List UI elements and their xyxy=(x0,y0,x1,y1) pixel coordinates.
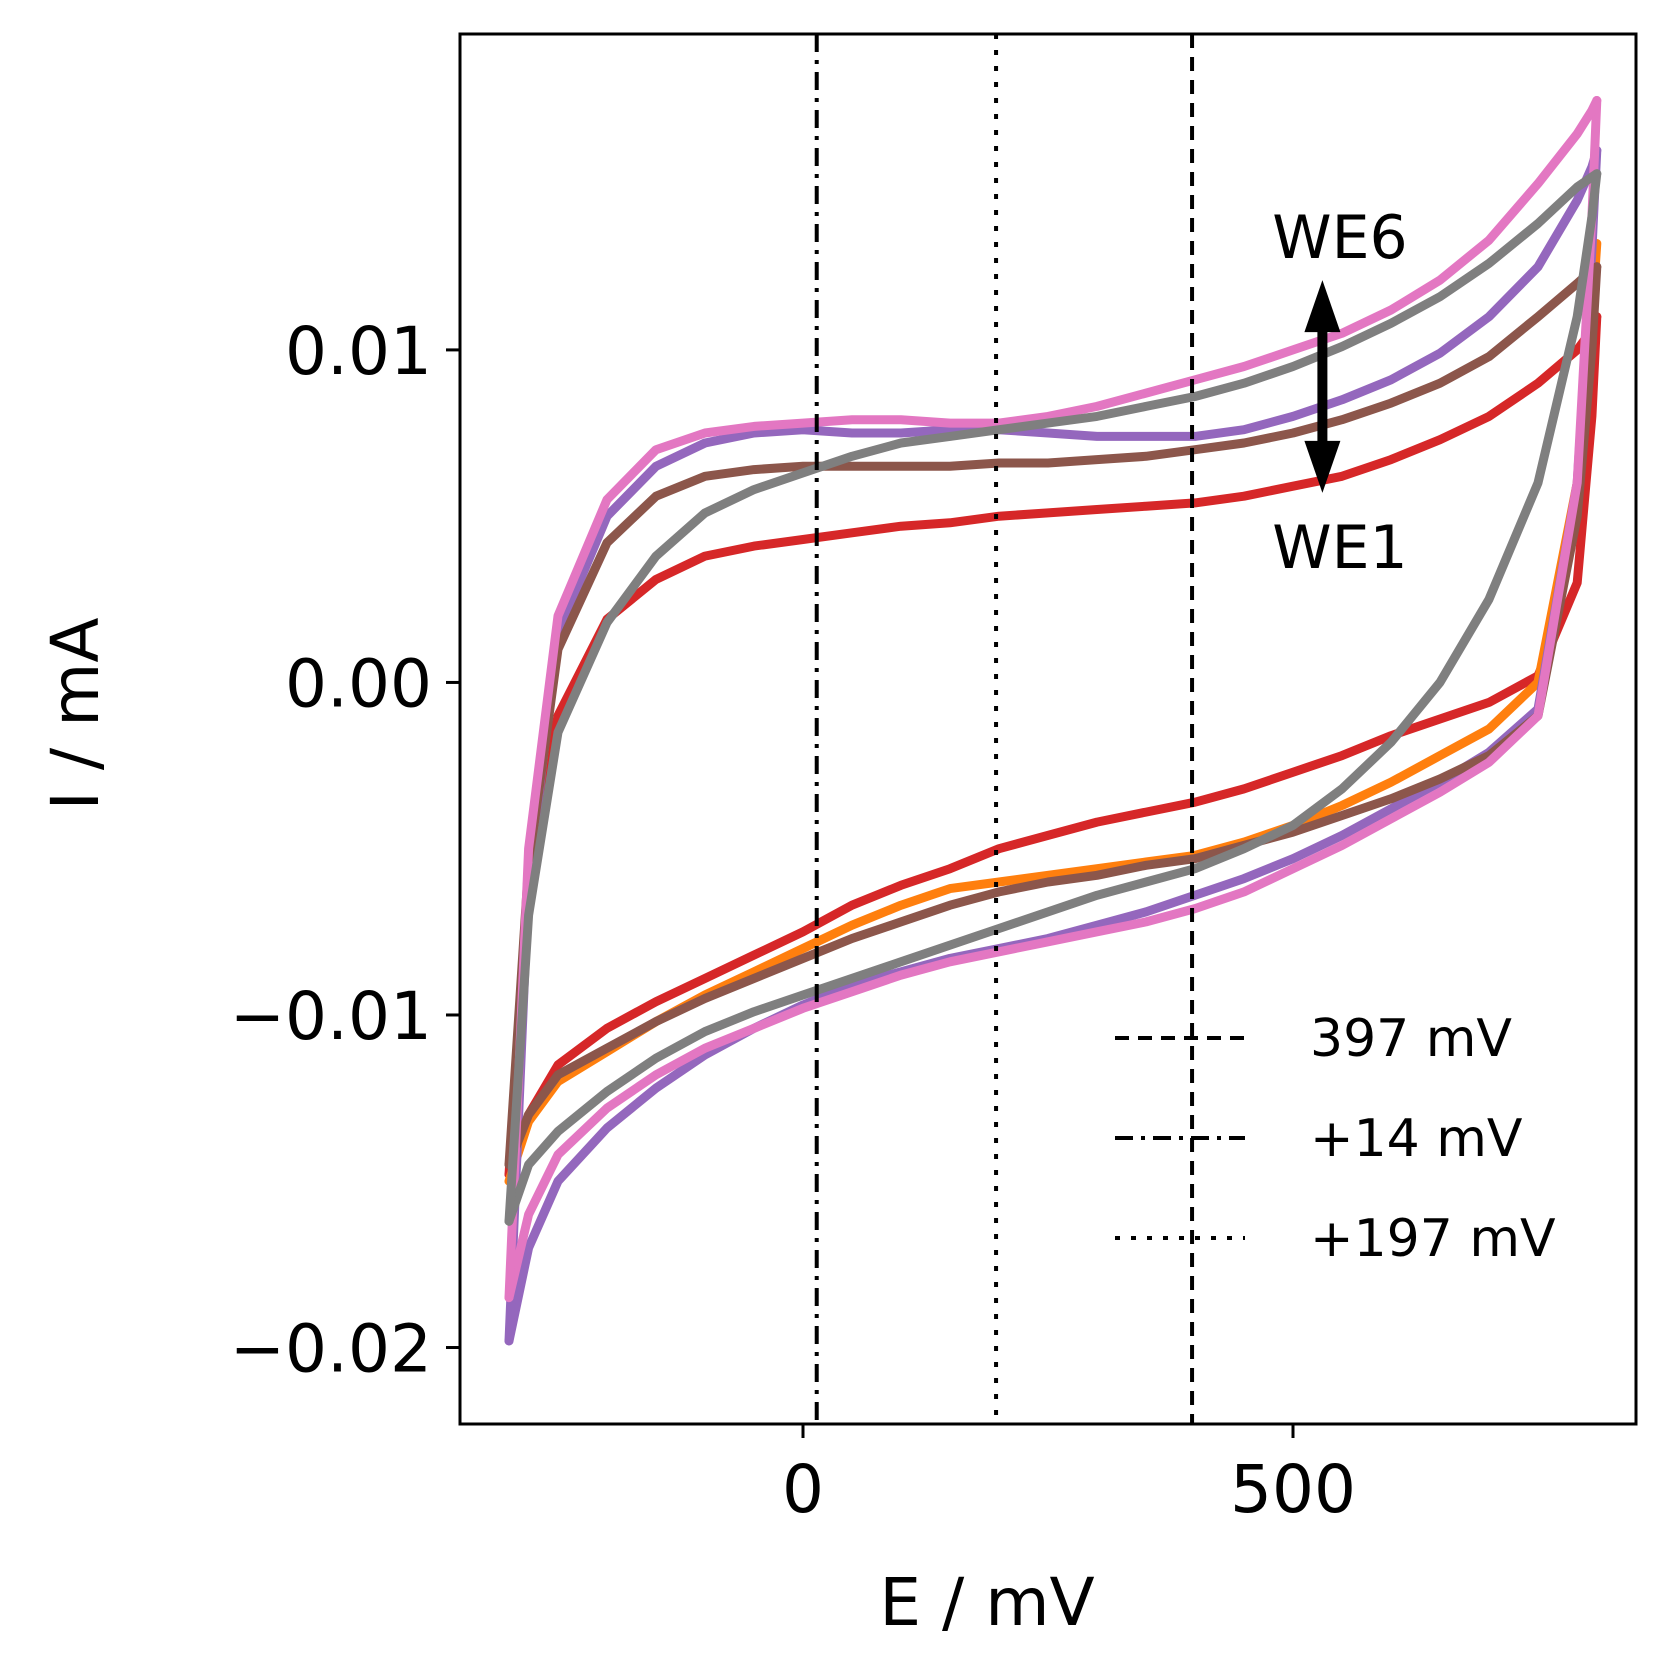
arrow-head-down xyxy=(1304,440,1341,493)
y-tick-label: 0.01 xyxy=(285,313,432,390)
series-6-reverse-line xyxy=(504,169,1602,1226)
series-4-forward-line xyxy=(504,262,1602,1170)
y-axis-label: I / mA xyxy=(37,617,114,810)
legend: 397 mV +14 mV +197 mV xyxy=(1115,1009,1556,1269)
series-5-forward-line xyxy=(504,96,1602,1303)
series-1-reverse-line xyxy=(504,312,1602,1180)
plot-frame xyxy=(458,32,1638,1426)
legend-label: +197 mV xyxy=(1310,1209,1556,1269)
annotation-we6: WE6 xyxy=(1272,203,1407,273)
reference-lines xyxy=(814,34,1195,1424)
y-tick-label: −0.02 xyxy=(230,1311,432,1388)
arrow-head-up xyxy=(1304,280,1341,333)
series-5-reverse-line xyxy=(504,96,1602,1303)
series-1-forward-line xyxy=(504,312,1602,1180)
y-tick-label: −0.01 xyxy=(230,978,432,1055)
x-tick-label: 500 xyxy=(1230,1451,1356,1528)
legend-label: 397 mV xyxy=(1310,1009,1512,1069)
series-4-reverse-line xyxy=(504,262,1602,1170)
we-arrow-annotation xyxy=(1304,280,1341,493)
series-6-forward-line xyxy=(504,169,1602,1226)
series-3-reverse-line xyxy=(504,145,1602,1346)
x-axis-label: E / mV xyxy=(879,1564,1094,1641)
series-layer xyxy=(504,96,1602,1346)
axis-ticks: 0 500 −0.02 −0.01 0.00 0.01 xyxy=(230,313,1356,1528)
y-tick-label: 0.00 xyxy=(285,645,432,722)
legend-label: +14 mV xyxy=(1310,1109,1523,1169)
x-tick-label: 0 xyxy=(782,1451,824,1528)
annotation-we1: WE1 xyxy=(1272,513,1407,583)
